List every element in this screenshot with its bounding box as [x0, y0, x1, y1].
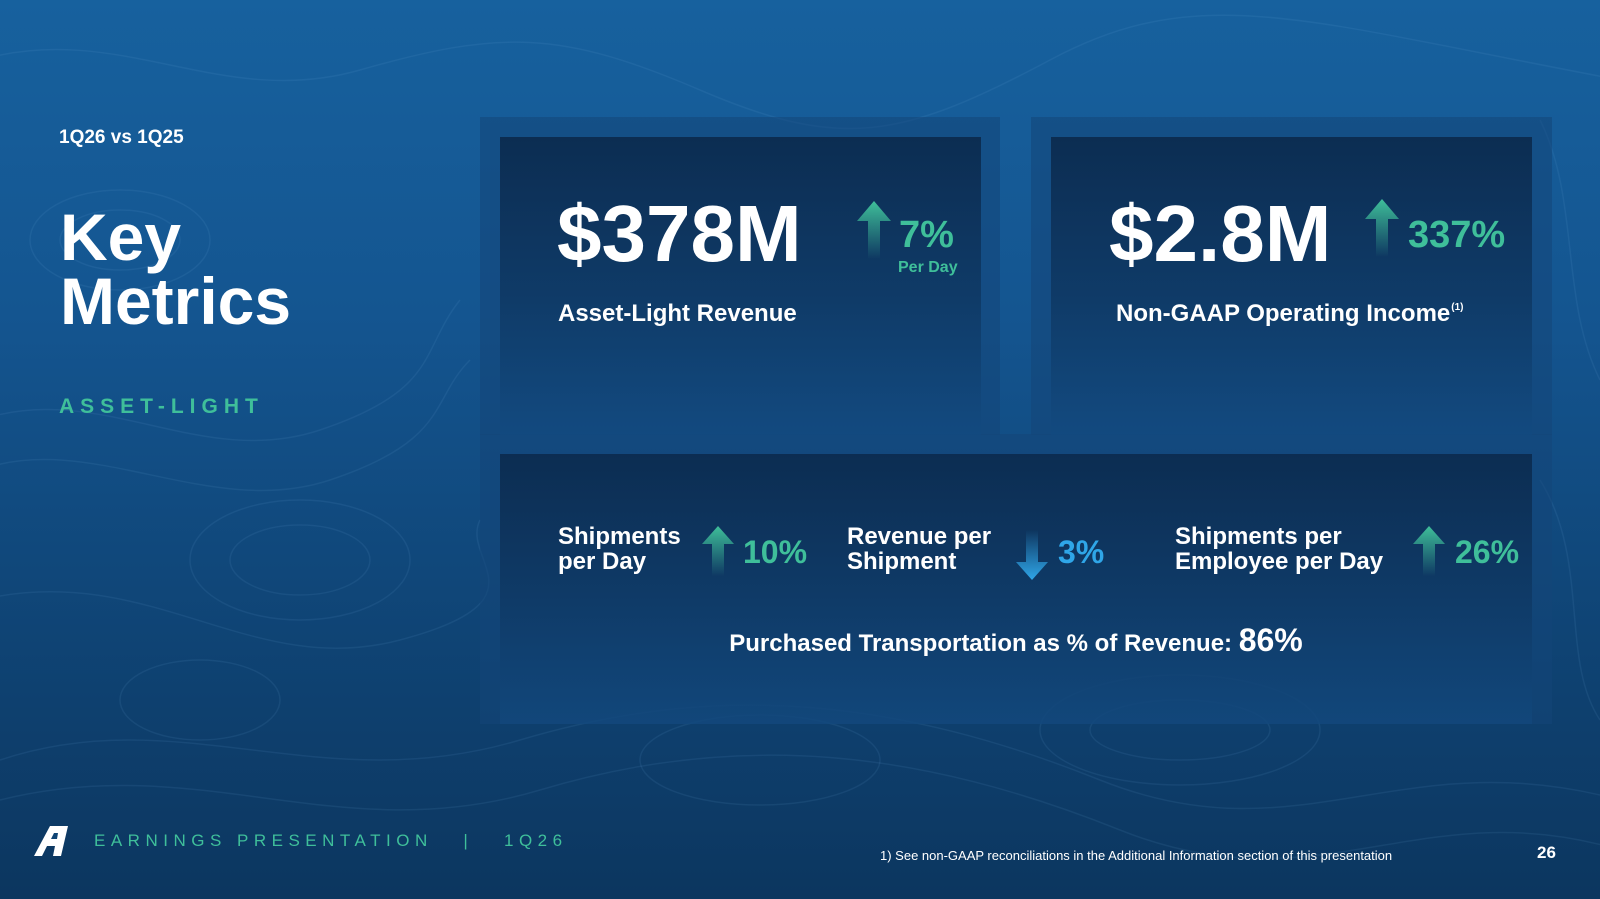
operating-income-label-text: Non-GAAP Operating Income	[1116, 300, 1451, 327]
kpi-shipments-per-day-change: 10%	[743, 534, 808, 570]
purchased-transportation-value: 86%	[1238, 622, 1303, 658]
title-line-2: Metrics	[60, 264, 292, 338]
kpi-shipments-per-employee-label: Shipments per Employee per Day	[1175, 524, 1383, 574]
company-logo-icon	[34, 826, 68, 856]
kpi-label-line-2: Shipment	[847, 548, 957, 575]
footer-presentation-label: EARNINGS PRESENTATION | 1Q26	[94, 831, 568, 850]
kpi-label-line-1: Shipments per	[1175, 523, 1342, 550]
kpi-label-line-1: Shipments	[558, 523, 681, 550]
up-arrow-icon	[857, 201, 891, 259]
footnote: 1) See non-GAAP reconciliations in the A…	[880, 848, 1393, 863]
kpi-revenue-per-shipment-change: 3%	[1058, 534, 1105, 570]
page-title: Key Metrics	[60, 200, 400, 338]
kpi-shipments-per-employee-change: 26%	[1455, 534, 1520, 570]
up-arrow-icon	[1365, 199, 1399, 257]
page-number: 26	[1537, 843, 1556, 862]
operating-income-change: 337%	[1408, 214, 1506, 256]
revenue-label: Asset-Light Revenue	[558, 300, 797, 327]
purchased-transportation-label: Purchased Transportation as % of Revenue…	[729, 630, 1233, 657]
revenue-card: $378M 7% Per Day Asset-Light Revenue	[500, 137, 981, 435]
kpi-label-line-1: Revenue per	[847, 523, 992, 550]
kpi-label-line-2: Employee per Day	[1175, 548, 1384, 575]
operating-income-value: $2.8M	[1109, 189, 1332, 278]
up-arrow-icon	[702, 526, 734, 576]
footnote-ref: (1)	[1451, 302, 1464, 313]
comparison-period: 1Q26 vs 1Q25	[59, 127, 184, 148]
revenue-value: $378M	[557, 189, 802, 278]
operating-income-label: Non-GAAP Operating Income(1)	[1116, 300, 1464, 328]
title-line-1: Key	[60, 200, 182, 274]
revenue-change: 7%	[899, 214, 954, 256]
kpi-revenue-per-shipment-label: Revenue per Shipment	[847, 524, 991, 574]
kpi-label-line-2: per Day	[558, 548, 647, 575]
revenue-change-note: Per Day	[898, 259, 958, 276]
segment-label: ASSET-LIGHT	[59, 395, 264, 418]
kpi-shipments-per-day-label: Shipments per Day	[558, 524, 681, 574]
purchased-transportation: Purchased Transportation as % of Revenue…	[500, 622, 1532, 659]
down-arrow-icon	[1016, 530, 1048, 580]
kpi-card: Shipments per Day 10% Revenue per Shipme…	[500, 454, 1532, 724]
operating-income-card: $2.8M 337% Non-GAAP Operating Income(1)	[1051, 137, 1532, 435]
up-arrow-icon	[1413, 526, 1445, 576]
